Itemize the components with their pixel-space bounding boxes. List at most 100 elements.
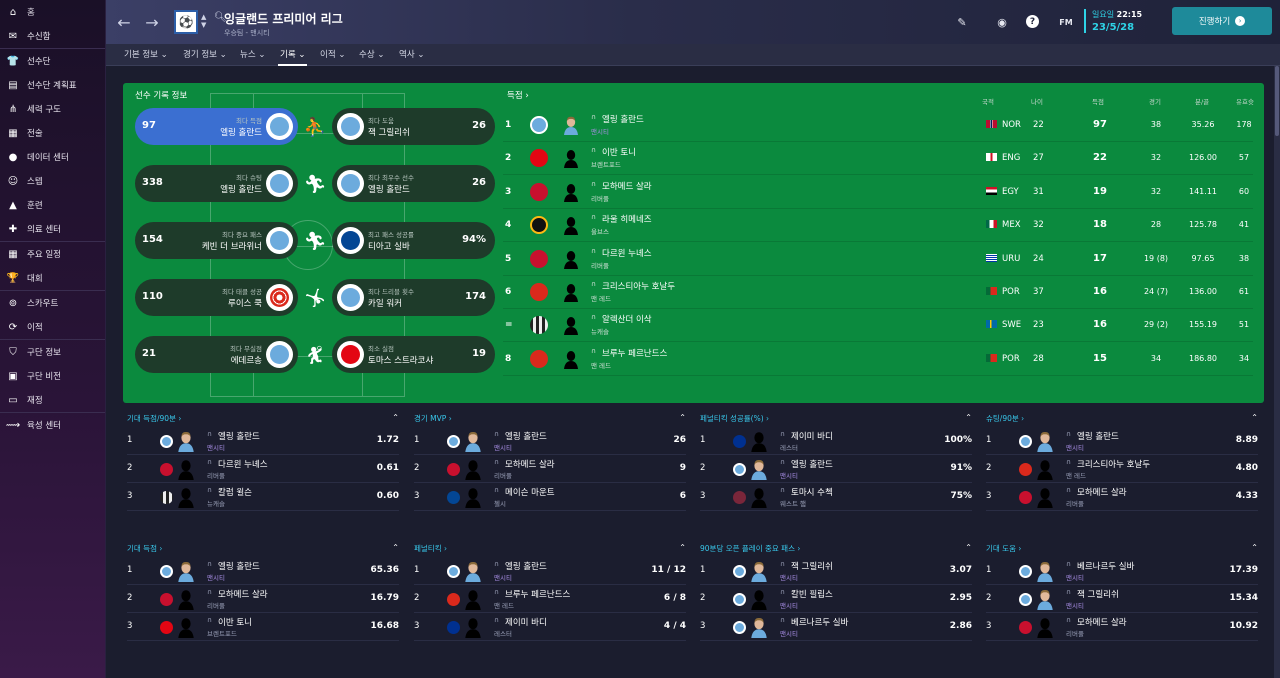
stat-player-club[interactable]: 리버풀	[1066, 500, 1084, 508]
stat-row[interactable]: 3 ∩ 메이슨 마운트 첼시 6	[414, 483, 686, 511]
sidebar-item-8[interactable]: ▲ 훈련	[0, 193, 105, 217]
sidebar-item-15[interactable]: ▣ 구단 비전	[0, 364, 105, 388]
stat-row[interactable]: 3 ∩ 모하메드 살라 리버풀 4.33	[986, 483, 1258, 511]
stat-panel-header[interactable]: 페널티킥 성공률(%) › ⌃	[700, 413, 972, 423]
stat-player-club[interactable]: 맨시티	[780, 472, 798, 480]
stat-player-club[interactable]: 브렌트포드	[207, 630, 237, 638]
sidebar-item-1[interactable]: ✉ 수신함	[0, 24, 105, 48]
scorer-name[interactable]: 알렉산더 이삭	[602, 315, 652, 326]
scorer-name[interactable]: 브루누 페르난드스	[602, 348, 668, 359]
col-nation[interactable]: 국적	[982, 98, 994, 106]
stat-row[interactable]: 1 ∩ 제이미 바디 레스터 100%	[700, 427, 972, 455]
scorer-club[interactable]: 울브스	[591, 228, 609, 237]
col-age[interactable]: 나이	[1031, 98, 1043, 106]
sidebar-item-9[interactable]: ✚ 의료 센터	[0, 217, 105, 241]
stat-player-name[interactable]: 이반 토니	[218, 618, 252, 628]
stat-player-club[interactable]: 맨시티	[780, 602, 798, 610]
sidebar-item-12[interactable]: ⊚ 스카우트	[0, 291, 105, 315]
stat-row[interactable]: 3 ∩ 베르나르두 실바 맨시티 2.86	[700, 613, 972, 641]
stat-player-club[interactable]: 맨시티	[1066, 574, 1084, 582]
stat-row[interactable]: 1 ∩ 엘링 홀란드 맨시티 26	[414, 427, 686, 455]
stat-player-club[interactable]: 맨시티	[1066, 444, 1084, 452]
stat-panel-header[interactable]: 페널티킥 › ⌃	[414, 543, 686, 553]
stat-player-name[interactable]: 엘링 홀란드	[1077, 432, 1119, 442]
stat-row[interactable]: 2 ∩ 잭 그릴리쉬 맨시티 15.34	[986, 585, 1258, 613]
stat-player-club[interactable]: 맨시티	[780, 630, 798, 638]
stat-player-club[interactable]: 첼시	[494, 500, 506, 508]
stat-player-name[interactable]: 토마시 수첵	[791, 488, 833, 498]
stat-player-club[interactable]: 맨시티	[780, 574, 798, 582]
stat-row[interactable]: 3 ∩ 이반 토니 브렌트포드 16.68	[127, 613, 399, 641]
scorer-row[interactable]: 3 ∩ 모하메드 살라 리버풀 EGY 31 19 32 141.11 60	[503, 176, 1253, 209]
col-apps[interactable]: 경기	[1149, 98, 1161, 106]
collapse-caret-icon[interactable]: ⌃	[965, 543, 972, 552]
scorers-title[interactable]: 득점 ›	[507, 91, 529, 101]
collapse-caret-icon[interactable]: ⌃	[679, 543, 686, 552]
stat-player-name[interactable]: 다르윈 누녜스	[218, 460, 268, 470]
stat-row[interactable]: 2 ∩ 다르윈 누녜스 리버풀 0.61	[127, 455, 399, 483]
sidebar-item-14[interactable]: ⛉ 구단 정보	[0, 340, 105, 364]
stat-row[interactable]: 1 ∩ 엘링 홀란드 맨시티 11 / 12	[414, 557, 686, 585]
scorer-club[interactable]: 맨 레드	[591, 361, 612, 370]
edit-pencil-icon[interactable]: ✎	[957, 15, 967, 29]
record-right-card[interactable]: 최다 최우수 선수 엘링 홀란드 26	[332, 165, 495, 202]
sidebar-item-6[interactable]: ● 데이터 센터	[0, 145, 105, 169]
stat-player-name[interactable]: 엘링 홀란드	[791, 460, 833, 470]
scorer-name[interactable]: 라울 히메네즈	[602, 215, 652, 226]
stat-player-name[interactable]: 잭 그릴리쉬	[1077, 590, 1119, 600]
record-left-card[interactable]: 154 최다 중요 패스 케빈 더 브라위너	[135, 222, 298, 259]
collapse-caret-icon[interactable]: ⌃	[1251, 543, 1258, 552]
sidebar-item-0[interactable]: ⌂ 홈	[0, 0, 105, 24]
record-right-card[interactable]: 최소 실점 토마스 스트라코샤 19	[332, 336, 495, 373]
scorer-row[interactable]: = ∩ 알렉산더 이삭 뉴캐슬 SWE 23 16 29 (2) 155.19 51	[503, 309, 1253, 343]
stat-panel-header[interactable]: 90분당 오픈 플레이 중요 패스 › ⌃	[700, 543, 972, 553]
stat-player-club[interactable]: 맨 레드	[494, 602, 515, 610]
continue-button[interactable]: 진행하기 ›	[1172, 7, 1272, 35]
stat-player-name[interactable]: 제이미 바디	[505, 618, 547, 628]
stat-player-club[interactable]: 맨시티	[207, 574, 225, 582]
sidebar-item-11[interactable]: 🏆 대회	[0, 266, 105, 290]
stat-player-club[interactable]: 레스터	[494, 630, 512, 638]
stat-row[interactable]: 3 ∩ 모하메드 살라 리버풀 10.92	[986, 613, 1258, 641]
stat-panel-header[interactable]: 기대 득점 › ⌃	[127, 543, 399, 553]
record-left-card[interactable]: 110 최다 태클 성공 루이스 쿡	[135, 279, 298, 316]
tab-0[interactable]: 기본 정보 ⌄	[124, 50, 168, 60]
scorer-row[interactable]: 4 ∩ 라울 히메네즈 울브스 MEX 32 18 28 125.78 41	[503, 209, 1253, 243]
stat-player-club[interactable]: 맨시티	[494, 574, 512, 582]
stat-player-club[interactable]: 맨시티	[1066, 602, 1084, 610]
globe-icon[interactable]: ◉	[997, 15, 1007, 29]
stat-row[interactable]: 2 ∩ 엘링 홀란드 맨시티 91%	[700, 455, 972, 483]
sidebar-item-3[interactable]: ▤ 선수단 계획표	[0, 73, 105, 97]
record-right-card[interactable]: 최고 패스 성공률 티아고 실바 94%	[332, 222, 495, 259]
record-right-card[interactable]: 최다 도움 잭 그릴리쉬 26	[332, 108, 495, 145]
stat-panel-header[interactable]: 기대 도움 › ⌃	[986, 543, 1258, 553]
stat-player-name[interactable]: 크리스티아누 호날두	[1077, 460, 1151, 470]
stat-player-name[interactable]: 모하메드 살라	[505, 460, 555, 470]
collapse-caret-icon[interactable]: ⌃	[679, 413, 686, 422]
scorer-club[interactable]: 뉴캐슬	[591, 328, 609, 337]
league-crest-icon[interactable]: ⚽	[174, 10, 198, 34]
stat-player-name[interactable]: 칼럼 윌슨	[218, 488, 252, 498]
scorer-name[interactable]: 다르윈 누녜스	[602, 248, 652, 259]
stat-player-club[interactable]: 레스터	[780, 444, 798, 452]
stat-player-club[interactable]: 웨스트 햄	[780, 500, 806, 508]
collapse-caret-icon[interactable]: ⌃	[1251, 413, 1258, 422]
stat-player-name[interactable]: 제이미 바디	[791, 432, 833, 442]
stat-player-name[interactable]: 모하메드 살라	[1077, 488, 1127, 498]
stat-player-club[interactable]: 리버풀	[1066, 630, 1084, 638]
scorer-club[interactable]: 맨 레드	[591, 295, 612, 303]
tab-1[interactable]: 경기 정보 ⌄	[183, 50, 227, 60]
stat-panel-header[interactable]: 기대 득점/90분 › ⌃	[127, 413, 399, 423]
stat-player-club[interactable]: 리버풀	[207, 602, 225, 610]
record-left-card[interactable]: 338 최다 슈팅 엘링 홀란드	[135, 165, 298, 202]
stat-player-name[interactable]: 엘링 홀란드	[218, 432, 260, 442]
stat-player-name[interactable]: 엘링 홀란드	[505, 432, 547, 442]
scorer-club[interactable]: 브렌트포드	[591, 161, 621, 170]
scorer-row[interactable]: 1 ∩ 엘링 홀란드 맨시티 NOR 22 97 38 35.26 178	[503, 109, 1253, 142]
stat-row[interactable]: 2 ∩ 크리스티아누 호날두 맨 레드 4.80	[986, 455, 1258, 483]
stat-player-name[interactable]: 베르나르두 실바	[1077, 562, 1135, 572]
sidebar-item-13[interactable]: ⟳ 이적	[0, 315, 105, 339]
scorer-row[interactable]: 2 ∩ 이반 토니 브렌트포드 ENG 27 22 32 126.00 57	[503, 142, 1253, 176]
stat-player-name[interactable]: 브루누 페르난드스	[505, 590, 571, 600]
fm-logo[interactable]: FM	[1059, 17, 1073, 27]
